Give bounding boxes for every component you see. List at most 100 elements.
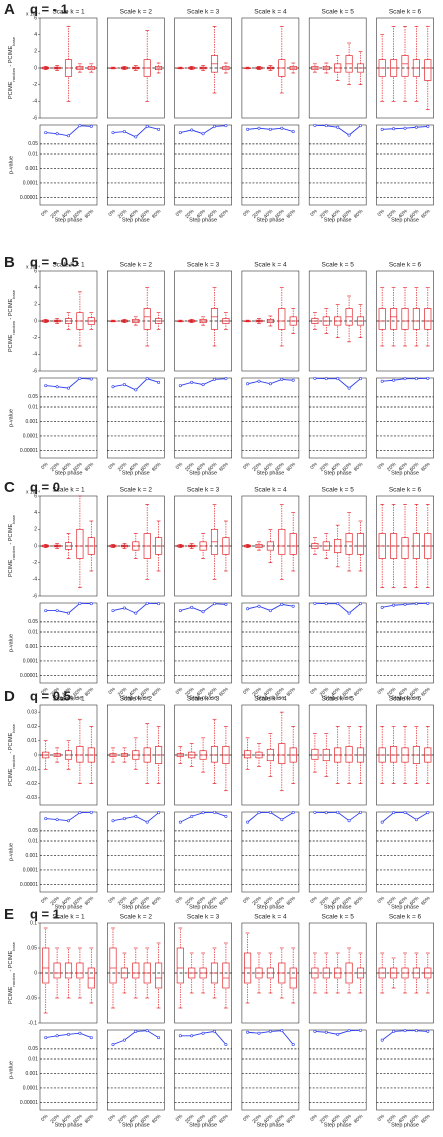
y-tick-label: 2 [34, 527, 37, 533]
x-tick-label: 40% [397, 1113, 409, 1125]
x-tick-label: 60% [72, 461, 84, 473]
x-tick-label: 60% [409, 461, 421, 473]
y-tick-label: -0.03 [26, 795, 38, 801]
x-tick-label: 40% [397, 686, 409, 698]
y-axis-title-part: - PCIME [8, 523, 14, 546]
x-tick-label: 80% [84, 208, 96, 220]
p-value-point [157, 127, 161, 131]
p-value-point [201, 1031, 205, 1035]
x-tick-label: 20% [117, 686, 129, 698]
p-value-point [403, 377, 407, 381]
p-value-point [380, 379, 384, 383]
y-tick-label: 0.02 [27, 724, 37, 730]
x-tick-label: 80% [286, 686, 298, 698]
x-tick-label: 40% [128, 895, 140, 907]
y-axis-title-part: base [11, 289, 16, 298]
y-axis-title-part: - PCIME [8, 298, 14, 321]
y-tick-label: 0.0001 [23, 180, 39, 186]
facet-title: Scale k = 5 [322, 696, 355, 703]
y-tick-label: 0.03 [27, 709, 37, 715]
x-axis-title: Step phase [55, 695, 83, 701]
p-value-point [67, 611, 71, 615]
y-tick-label: -0.01 [26, 767, 38, 773]
box [378, 308, 386, 330]
x-tick-label: 80% [218, 208, 230, 220]
p-value-point [178, 609, 182, 613]
p-value-point [280, 602, 284, 606]
p-value-point [347, 386, 351, 390]
x-axis-title: Step phase [324, 695, 352, 701]
box [345, 533, 353, 555]
x-tick-label: 40% [196, 1113, 208, 1125]
x-axis-title: Step phase [391, 904, 419, 910]
x-tick-label: 0% [40, 895, 50, 905]
p-value-point [201, 383, 205, 387]
p-value-point [392, 603, 396, 607]
facet-frame [241, 124, 300, 206]
p-value-point [201, 132, 205, 136]
y-tick-label: -4 [33, 99, 38, 105]
x-tick-label: 60% [72, 686, 84, 698]
x-tick-label: 20% [184, 686, 196, 698]
p-value-point [426, 1029, 430, 1033]
x-tick-label: 40% [61, 895, 73, 907]
y-axis-title-part: random [11, 545, 16, 559]
panel-title: q = 0 [30, 479, 60, 494]
y-axis-title-part: - PCIME [8, 950, 14, 973]
x-axis-title: Step phase [324, 470, 352, 476]
box [356, 533, 365, 555]
p-value-point [280, 818, 284, 822]
p-value-point [178, 384, 182, 388]
y-axis-title-part: PCIME [8, 334, 14, 352]
x-tick-label: 60% [274, 1113, 286, 1125]
box [132, 962, 140, 979]
y-axis-title-part: base [11, 36, 16, 45]
facet-title: Scale k = 1 [52, 262, 85, 269]
p-value-point [336, 602, 340, 606]
x-tick-label: 80% [151, 895, 163, 907]
x-tick-label: 60% [274, 686, 286, 698]
y-tick-label: -0.02 [26, 781, 38, 787]
p-value-point [280, 377, 284, 381]
x-tick-label: 0% [242, 1113, 252, 1123]
y-axis-title: PCIMErandom - PCIMEbase [8, 289, 15, 352]
facet-title: Scale k = 6 [389, 696, 422, 703]
box [76, 962, 84, 979]
x-tick-label: 60% [140, 1113, 152, 1125]
p-value-point [213, 602, 217, 606]
x-tick-label: 40% [61, 1113, 73, 1125]
p-value-point [324, 377, 328, 381]
x-tick-label: 0% [242, 208, 252, 218]
scale-label: x 10⁻⁴ [26, 11, 40, 17]
x-axis-title: Step phase [256, 904, 284, 910]
x-tick-label: 80% [84, 461, 96, 473]
x-tick-label: 40% [263, 895, 275, 907]
x-tick-label: 60% [342, 461, 354, 473]
p-value-point [291, 1042, 295, 1046]
x-axis-title: Step phase [189, 217, 217, 223]
x-axis-title: Step phase [55, 217, 83, 223]
x-tick-label: 60% [274, 461, 286, 473]
p-value-point [122, 383, 126, 387]
y-tick-label: -4 [33, 577, 38, 583]
box [401, 537, 409, 559]
p-value-point [426, 601, 430, 605]
p-value-point [201, 811, 205, 815]
p-value-point [122, 817, 126, 821]
x-tick-label: 60% [207, 208, 219, 220]
box [210, 308, 219, 330]
facet-title: Scale k = 6 [389, 9, 422, 16]
p-value-point [122, 1038, 126, 1042]
x-tick-label: 80% [286, 1113, 298, 1125]
p-value-point [224, 377, 228, 381]
p-value-point [224, 124, 228, 128]
p-value-point [280, 1029, 284, 1033]
p-value-point [324, 1030, 328, 1034]
facet-title: Scale k = 6 [389, 914, 422, 921]
y-axis-title: p-value [8, 843, 14, 861]
y-tick-label: 0.01 [28, 151, 38, 157]
p-value-point [324, 124, 328, 128]
x-tick-label: 0% [377, 895, 387, 905]
y-axis-title: p-value [8, 409, 14, 427]
x-tick-label: 60% [207, 895, 219, 907]
